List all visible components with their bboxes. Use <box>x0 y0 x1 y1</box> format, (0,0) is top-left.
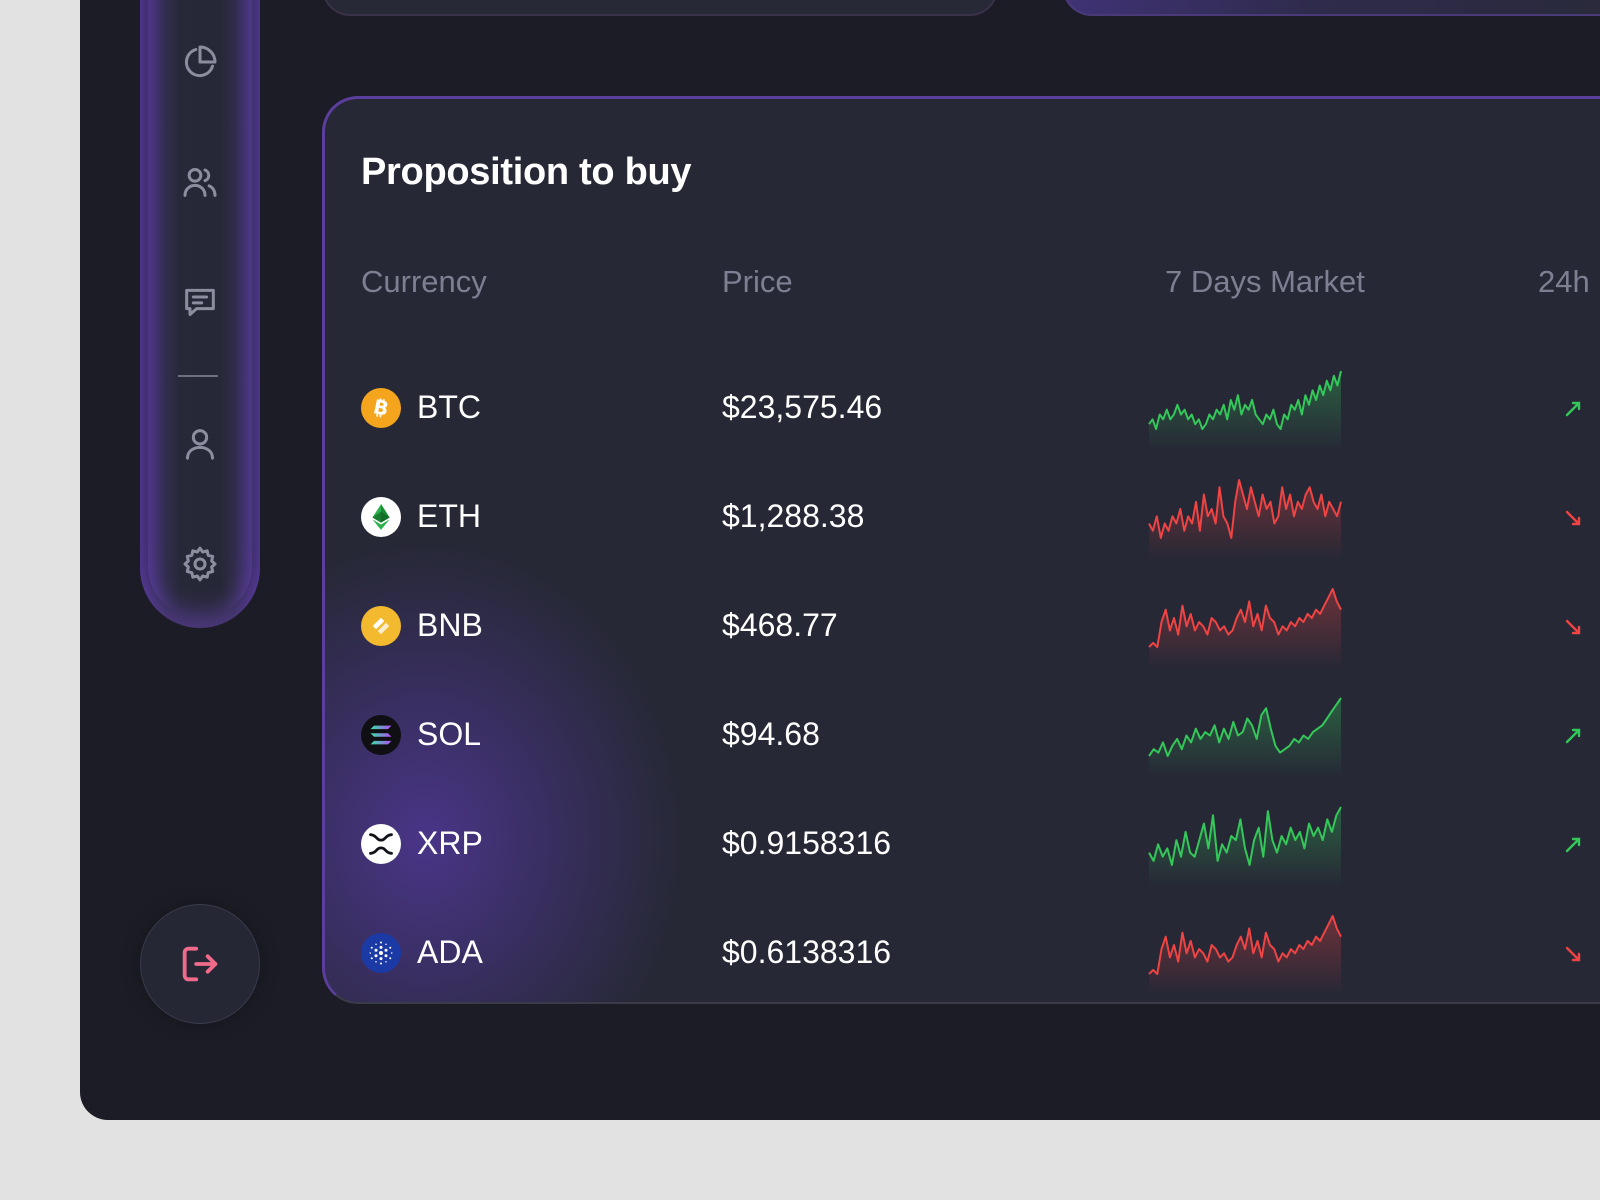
table-row[interactable]: BNB $468.77 <box>325 581 1600 671</box>
coin-symbol: ADA <box>417 934 483 970</box>
trend-up-icon <box>1565 401 1581 417</box>
gear-icon <box>183 546 217 582</box>
column-header-market[interactable]: 7 Days Market <box>1165 264 1365 299</box>
sparkline-line <box>1148 370 1342 430</box>
sparkline <box>1148 370 1342 451</box>
sparkline-area <box>1149 807 1341 887</box>
sidebar-item-messages[interactable] <box>178 280 222 324</box>
cardano-icon <box>361 933 401 973</box>
coin-symbol: BNB <box>417 607 483 643</box>
coin-symbol: ETH <box>417 498 481 534</box>
xrp-icon <box>361 824 401 864</box>
coin-symbol: BTC <box>417 389 481 425</box>
sparkline-line <box>1148 806 1342 866</box>
table-row[interactable]: XRP $0.9158316 <box>325 799 1600 889</box>
coin-price: $94.68 <box>722 716 820 752</box>
sidebar-item-settings[interactable] <box>178 542 222 586</box>
proposition-card: Proposition to buy Currency Price 7 Days… <box>322 96 1600 1004</box>
sidebar-item-analytics[interactable] <box>178 40 222 84</box>
coin-price: $0.9158316 <box>722 825 892 861</box>
sparkline-area <box>1149 916 1341 996</box>
table-row[interactable]: ETH $1,288.38 <box>325 472 1600 562</box>
sparkline <box>1148 479 1342 560</box>
svg-text:B: B <box>371 395 390 421</box>
bitcoin-icon: B <box>361 388 401 428</box>
sparkline-area <box>1149 698 1341 778</box>
solana-icon <box>361 715 401 755</box>
bnb-icon <box>361 606 401 646</box>
logout-button[interactable] <box>140 904 260 1024</box>
table-row[interactable]: B BTC $23,575.46 <box>325 363 1600 453</box>
top-card-right <box>1062 0 1600 16</box>
sparkline-line <box>1148 479 1342 539</box>
sparkline-line <box>1148 915 1342 975</box>
app-window: Proposition to buy Currency Price 7 Days… <box>80 0 1600 1120</box>
trend-down-icon <box>1565 619 1581 635</box>
sparkline-area <box>1149 371 1341 451</box>
trend-up-icon <box>1565 837 1581 853</box>
sparkline <box>1148 697 1342 778</box>
sparkline <box>1148 588 1342 669</box>
column-header-currency[interactable]: Currency <box>361 264 487 299</box>
sparkline <box>1148 915 1342 996</box>
ethereum-icon <box>361 497 401 537</box>
sidebar-divider <box>178 375 218 377</box>
sparkline-area <box>1149 589 1341 669</box>
sidebar <box>140 0 260 628</box>
sidebar-item-profile[interactable] <box>178 422 222 466</box>
pie-chart-icon <box>184 45 217 78</box>
sparkline <box>1148 806 1342 887</box>
trend-down-icon <box>1565 510 1581 526</box>
sparkline-line <box>1148 588 1342 648</box>
coin-price: $0.6138316 <box>722 934 892 970</box>
coin-price: $23,575.46 <box>722 389 883 425</box>
top-card-left <box>322 0 998 16</box>
chat-icon <box>185 288 215 316</box>
card-title: Proposition to buy <box>361 151 692 193</box>
column-header-price[interactable]: Price <box>722 264 793 299</box>
trend-up-icon <box>1565 728 1581 744</box>
coin-price: $1,288.38 <box>722 498 865 534</box>
table-row[interactable]: ADA $0.6138316 <box>325 908 1600 998</box>
sidebar-item-users[interactable] <box>178 160 222 204</box>
user-icon <box>186 429 214 460</box>
table-row[interactable]: SOL $94.68 <box>325 690 1600 780</box>
trend-down-icon <box>1565 946 1581 962</box>
logout-icon <box>182 946 218 982</box>
coin-symbol: SOL <box>417 716 482 752</box>
coin-symbol: XRP <box>417 825 483 861</box>
coin-price: $468.77 <box>722 607 838 643</box>
sparkline-area <box>1149 480 1341 560</box>
users-icon <box>183 168 217 197</box>
column-header-change[interactable]: 24h <box>1538 264 1590 299</box>
sparkline-line <box>1148 697 1342 757</box>
